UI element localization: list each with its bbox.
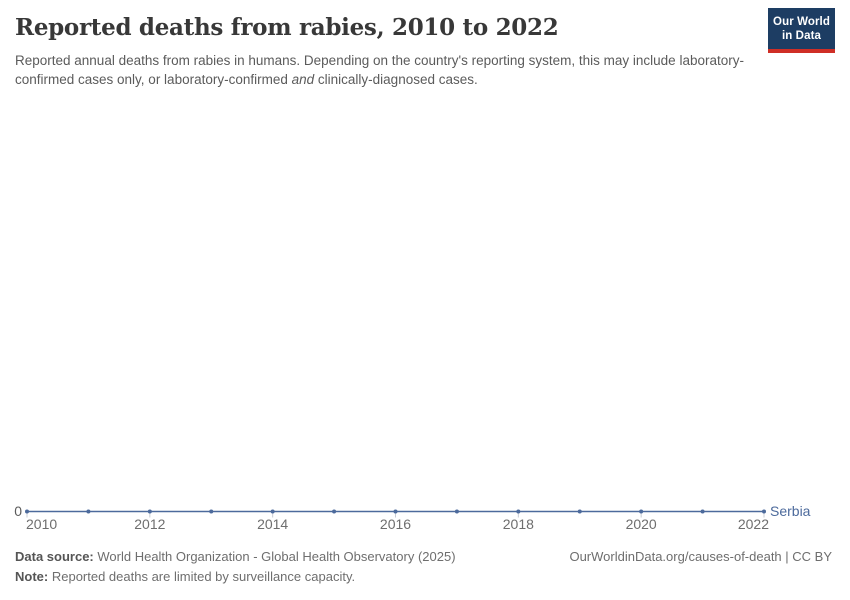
data-point[interactable] (86, 509, 91, 514)
page-title: Reported deaths from rabies, 2010 to 202… (15, 14, 559, 41)
datasource-label: Data source: (15, 549, 94, 564)
x-axis-label: 2020 (626, 516, 657, 532)
x-axis-label: 2012 (134, 516, 165, 532)
note-label: Note: (15, 569, 49, 584)
data-point[interactable] (25, 509, 29, 514)
data-point[interactable] (332, 509, 337, 514)
data-point[interactable] (516, 509, 521, 514)
chart-footer: Data source: World Health Organization -… (15, 547, 832, 587)
subtitle-text-end: clinically-diagnosed cases. (314, 71, 478, 87)
subtitle-italic-word: and (291, 71, 315, 87)
footer-left: Data source: World Health Organization -… (15, 547, 456, 587)
x-axis-label: 2014 (257, 516, 288, 532)
data-point[interactable] (577, 509, 582, 514)
owid-logo[interactable]: Our World in Data (768, 8, 835, 53)
datasource-text[interactable]: World Health Organization - Global Healt… (97, 549, 456, 564)
data-point[interactable] (454, 509, 459, 514)
x-axis-label: 2010 (26, 516, 57, 532)
data-point[interactable] (700, 509, 705, 514)
x-axis-label: 2022 (738, 516, 769, 532)
entity-label[interactable]: Serbia (770, 503, 811, 519)
datasource-line: Data source: World Health Organization -… (15, 547, 456, 567)
data-point[interactable] (270, 509, 275, 514)
owid-logo-line2: in Data (781, 29, 822, 42)
data-point[interactable] (762, 509, 766, 514)
x-axis-label: 2016 (380, 516, 411, 532)
data-point[interactable] (209, 509, 214, 514)
data-point[interactable] (147, 509, 152, 514)
data-point[interactable] (639, 509, 644, 514)
subtitle-text: Reported annual deaths from rabies in hu… (15, 53, 744, 87)
chart-subtitle: Reported annual deaths from rabies in hu… (15, 52, 755, 89)
note-text: Reported deaths are limited by surveilla… (51, 569, 356, 584)
owid-logo-line1: Our World (773, 15, 830, 28)
note-line: Note: Reported deaths are limited by sur… (15, 567, 456, 587)
data-point[interactable] (393, 509, 398, 514)
y-axis-label-zero: 0 (14, 503, 22, 519)
owid-cc-link[interactable]: OurWorldinData.org/causes-of-death | CC … (569, 549, 832, 564)
x-axis-label: 2018 (503, 516, 534, 532)
